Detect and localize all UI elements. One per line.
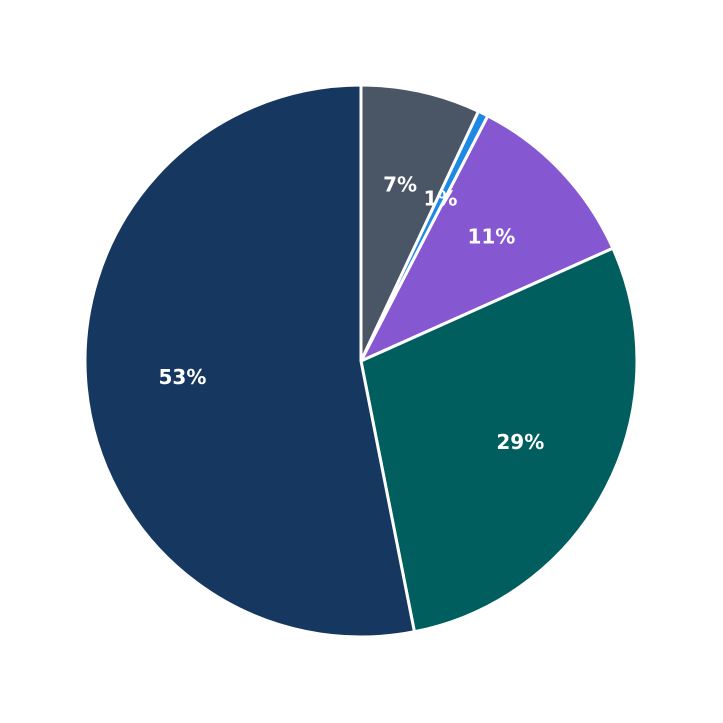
pie-slice: [359, 114, 615, 363]
pie-slice: [359, 246, 639, 634]
slice-label: 7%: [383, 172, 417, 196]
slice-label: 29%: [496, 430, 544, 454]
slice-label: 53%: [159, 365, 207, 389]
pie-slice: [83, 83, 416, 639]
slice-label: 11%: [467, 224, 515, 248]
slice-label: 1%: [423, 187, 457, 211]
pie-slice: [359, 83, 481, 363]
